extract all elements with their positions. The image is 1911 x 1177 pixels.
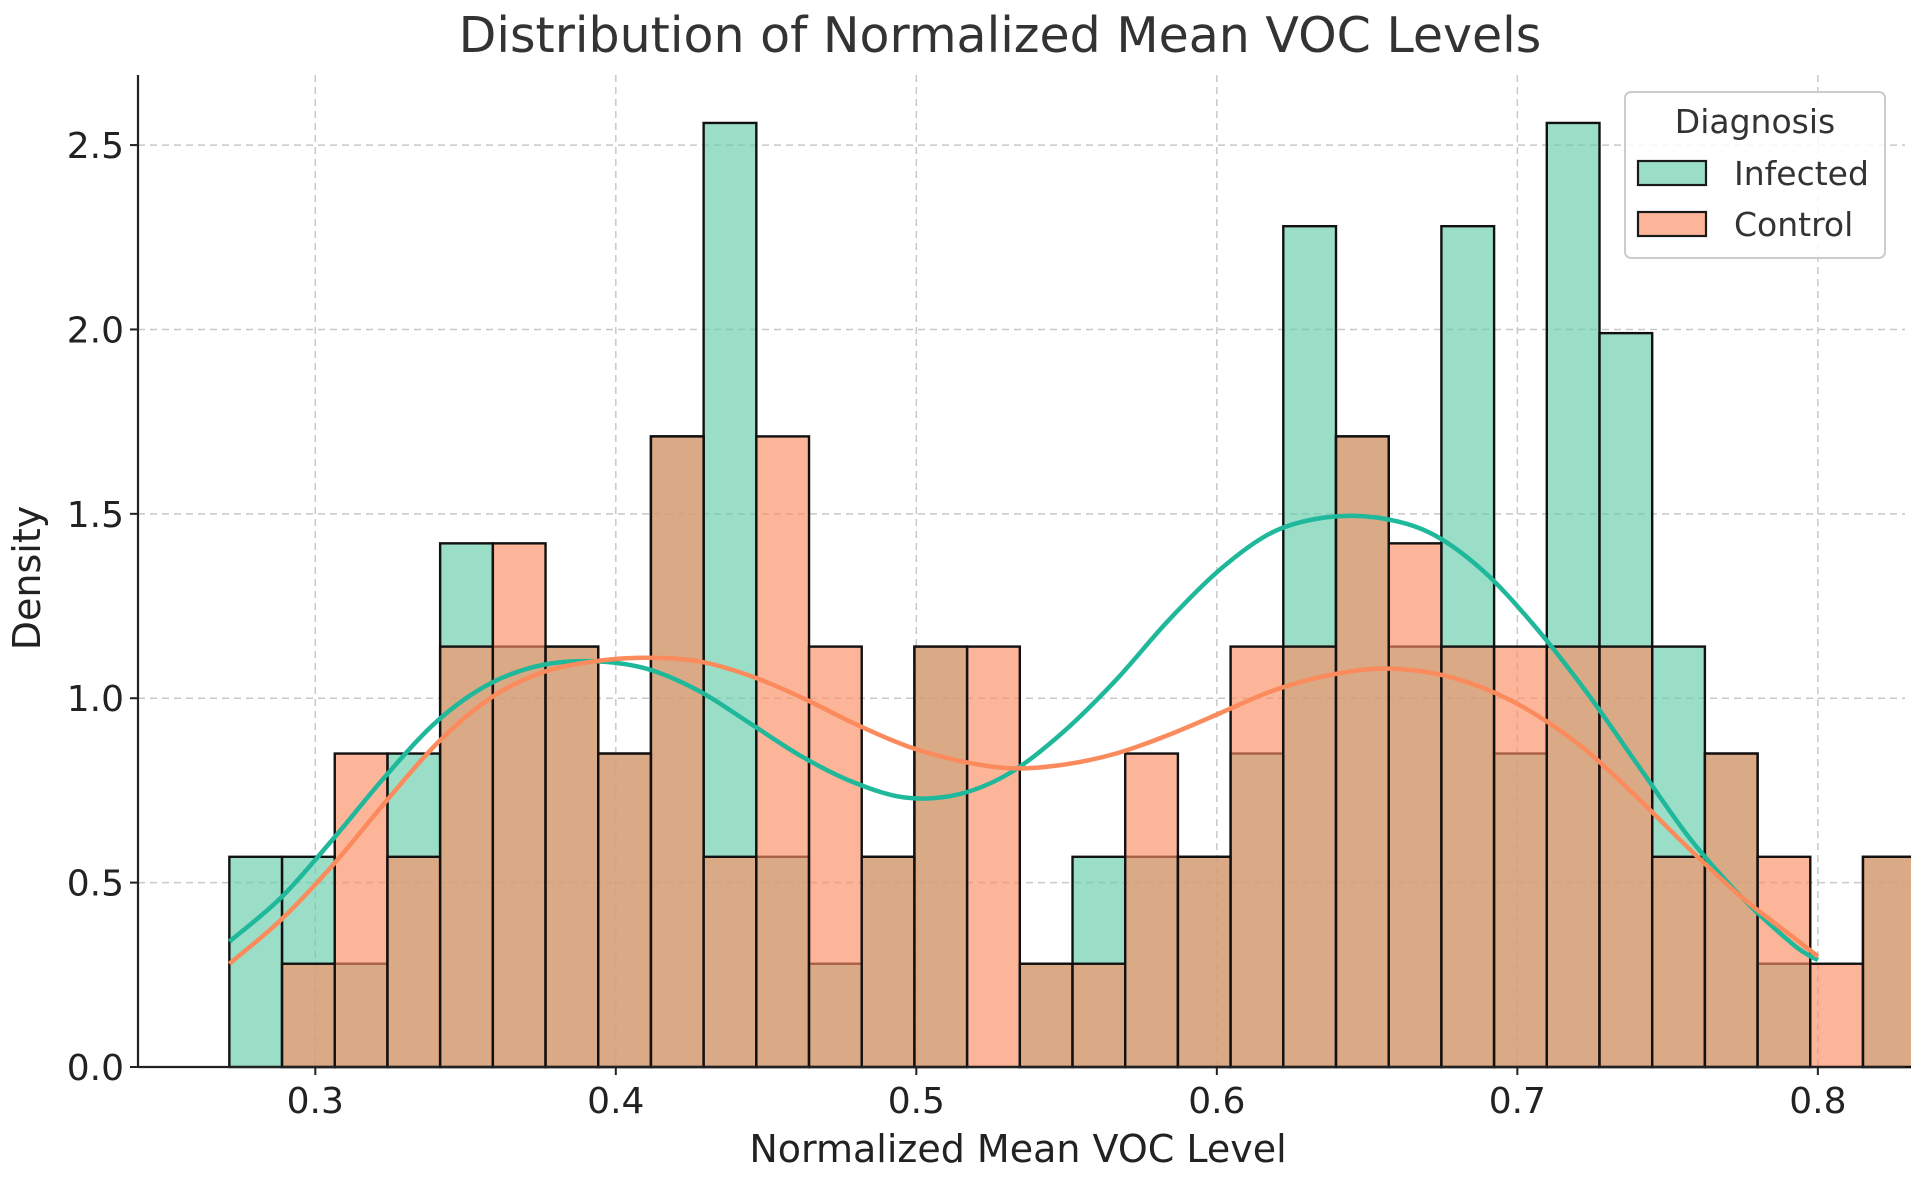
kde-line-infected: [227, 513, 1820, 963]
bar-control: [1282, 645, 1338, 1069]
x-tick-label: 0.7: [1489, 1081, 1546, 1122]
bar-control: [913, 645, 969, 1069]
x-tick-label: 0.6: [1188, 1081, 1245, 1122]
bar-control: [702, 855, 758, 1069]
histogram-bars: [228, 121, 1911, 1069]
bar-control: [1071, 962, 1127, 1069]
y-tick-label: 0.5: [67, 864, 124, 905]
bar-control: [965, 645, 1022, 1069]
legend: Diagnosis Infected Control: [1624, 91, 1886, 259]
x-tick-label: 0.8: [1789, 1081, 1846, 1122]
bar-infected: [228, 855, 284, 1069]
bar-control: [280, 962, 336, 1069]
x-axis-label: Normalized Mean VOC Level: [749, 1127, 1286, 1171]
legend-swatch-control: [1636, 210, 1708, 238]
bar-control: [1756, 855, 1812, 1069]
legend-title: Diagnosis: [1675, 102, 1835, 141]
bar-control: [544, 645, 600, 1069]
bar-control: [1387, 542, 1443, 1069]
bar-control: [1018, 962, 1074, 1069]
bar-control: [386, 855, 442, 1069]
y-tick-label: 1.0: [67, 679, 124, 720]
y-axis-label: Density: [5, 506, 49, 650]
bar-control: [1598, 645, 1654, 1069]
bar-control: [649, 435, 705, 1069]
bar-control: [1229, 645, 1285, 1069]
legend-swatch-infected: [1636, 159, 1708, 187]
bar-control: [491, 542, 547, 1069]
x-tick-label: 0.5: [888, 1081, 945, 1122]
y-tick-label: 0.0: [67, 1048, 124, 1089]
bar-control: [1809, 962, 1865, 1069]
kde-line-control: [227, 655, 1820, 966]
bar-control: [1176, 855, 1232, 1069]
x-tick-label: 0.3: [287, 1081, 344, 1122]
legend-label-control: Control: [1734, 205, 1853, 244]
bar-control: [1440, 645, 1496, 1069]
bar-control: [1334, 435, 1390, 1069]
axis-ticks: 0.3 0.4 0.5 0.6 0.7 0.8 0.0 0.5 1.0 1.5 2.0 2.5: [67, 126, 1847, 1122]
chart-title: Distribution of Normalized Mean VOC Leve…: [459, 7, 1542, 64]
bar-control: [1650, 855, 1707, 1069]
bar-control: [1492, 645, 1548, 1069]
legend-label-infected: Infected: [1734, 154, 1869, 193]
y-tick-label: 1.5: [67, 495, 124, 536]
bar-control: [1861, 855, 1911, 1069]
bar-control: [1124, 752, 1180, 1069]
bar-control: [597, 752, 653, 1069]
bar-control: [860, 855, 916, 1069]
y-tick-label: 2.0: [67, 310, 124, 351]
kde-curves: [227, 513, 1820, 966]
bar-control: [1703, 752, 1759, 1069]
y-tick-label: 2.5: [67, 126, 124, 167]
bar-control: [1545, 645, 1601, 1069]
x-tick-label: 0.4: [587, 1081, 644, 1122]
bar-control: [755, 435, 811, 1069]
bar-control: [807, 645, 863, 1069]
bar-control: [333, 752, 389, 1069]
